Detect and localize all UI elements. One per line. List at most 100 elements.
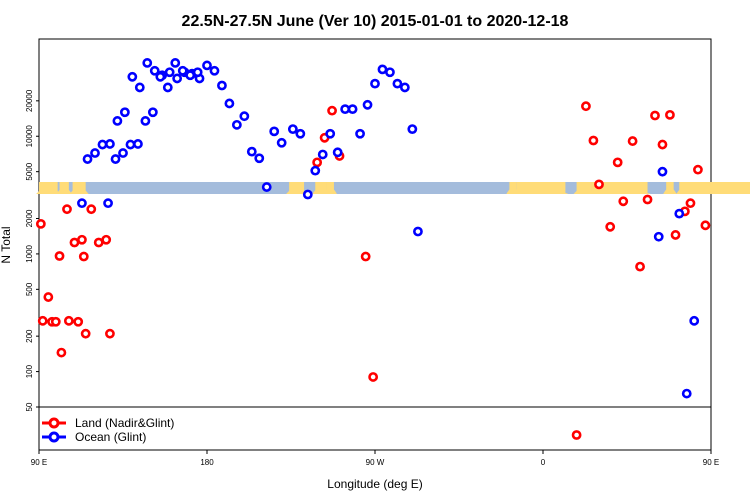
ocean-point [177,65,188,76]
ocean-point [125,139,136,150]
land-point [63,315,74,326]
map-strip-land [72,182,86,194]
land-point [93,237,104,248]
land-point [80,328,91,339]
land-point [62,204,72,215]
land-point [35,218,46,229]
ocean-point [105,139,115,149]
ocean-point [310,165,321,176]
map-strip-land [666,182,674,194]
legend-entry-land: Land (Nadir&Glint) [42,416,174,430]
land-point [77,234,87,245]
y-axis: 50 100 200 500 1000 2000 5000 10000 20000 [25,89,39,411]
ocean-point [149,65,160,76]
ocean-point [170,58,181,68]
y-tick-label: 100 [25,364,34,378]
ocean-point [370,78,380,89]
ocean-point [332,147,343,158]
ocean-point [302,189,313,200]
ocean-point [192,67,203,78]
y-tick-label: 10000 [25,125,34,148]
ocean-point [392,78,403,89]
map-strip-land [315,182,327,194]
land-point [360,251,371,262]
ocean-point [653,231,664,242]
land-point [105,328,115,339]
land-point [700,220,711,231]
x-axis-label: Longitude (deg E) [327,477,422,491]
ocean-point [377,64,388,75]
ocean-point [172,73,183,84]
ocean-point [97,139,108,150]
land-point [665,109,675,120]
land-point [594,179,604,190]
ocean-point [254,153,265,164]
land-point [43,292,54,302]
ocean-point [119,107,130,118]
ocean-point [224,98,235,109]
legend-entry-ocean: Ocean (Glint) [42,430,146,444]
ocean-point [110,154,121,164]
ocean-point [362,99,373,110]
ocean-point [325,128,336,139]
land-point [693,164,703,175]
legend-marker-land [48,417,60,429]
land-point [588,135,599,146]
ocean-point [657,166,668,177]
land-point [670,230,681,240]
ocean-point [185,70,196,81]
ocean-point [142,58,153,68]
points-layer [35,58,711,440]
ocean-point [317,149,328,160]
land-point [581,101,591,112]
land-point [50,316,61,327]
ocean-point [82,154,93,164]
y-tick-label: 20000 [25,89,34,112]
ocean-point [217,80,227,91]
land-point [650,110,660,121]
ocean-point [209,65,220,76]
ocean-point [355,128,365,139]
map-strip-land [326,182,334,194]
land-point [368,372,379,382]
x-tick-label: 90 W [366,458,385,467]
map-strip-land [39,182,58,194]
ocean-point [269,126,280,137]
ocean-point [134,82,145,93]
land-point [73,316,84,327]
land-point [37,315,48,326]
map-strip-land [516,182,566,194]
ocean-point [407,124,418,135]
land-point [612,157,623,168]
legend-marker-ocean [48,431,60,443]
ocean-point [276,137,287,148]
y-tick-label: 1000 [25,244,34,262]
land-point-below-axis [571,430,582,440]
land-point [657,139,668,150]
land-point [86,204,97,215]
ocean-point [295,128,306,139]
ocean-point [162,82,173,93]
y-tick-label: 500 [25,282,34,296]
x-axis: 90 E 180 90 W 0 90 E [31,450,719,467]
ocean-point [261,182,272,192]
ocean-point [164,67,175,78]
y-tick-label: 50 [25,402,34,411]
land-point [56,347,67,358]
ocean-point [90,148,100,158]
x-tick-label: 90 E [703,458,719,467]
ocean-point [231,119,242,130]
land-point [69,237,80,248]
ocean-point [103,198,113,209]
map-strip-land [591,182,648,194]
ocean-point [155,71,166,82]
ocean-point [133,139,143,149]
ocean-point [246,146,257,157]
y-tick-label: 5000 [25,162,34,180]
map-strip-land [289,182,305,194]
map-strip-land [509,182,517,194]
ocean-point [413,226,423,237]
land-point [605,221,616,232]
land-point [78,251,89,262]
